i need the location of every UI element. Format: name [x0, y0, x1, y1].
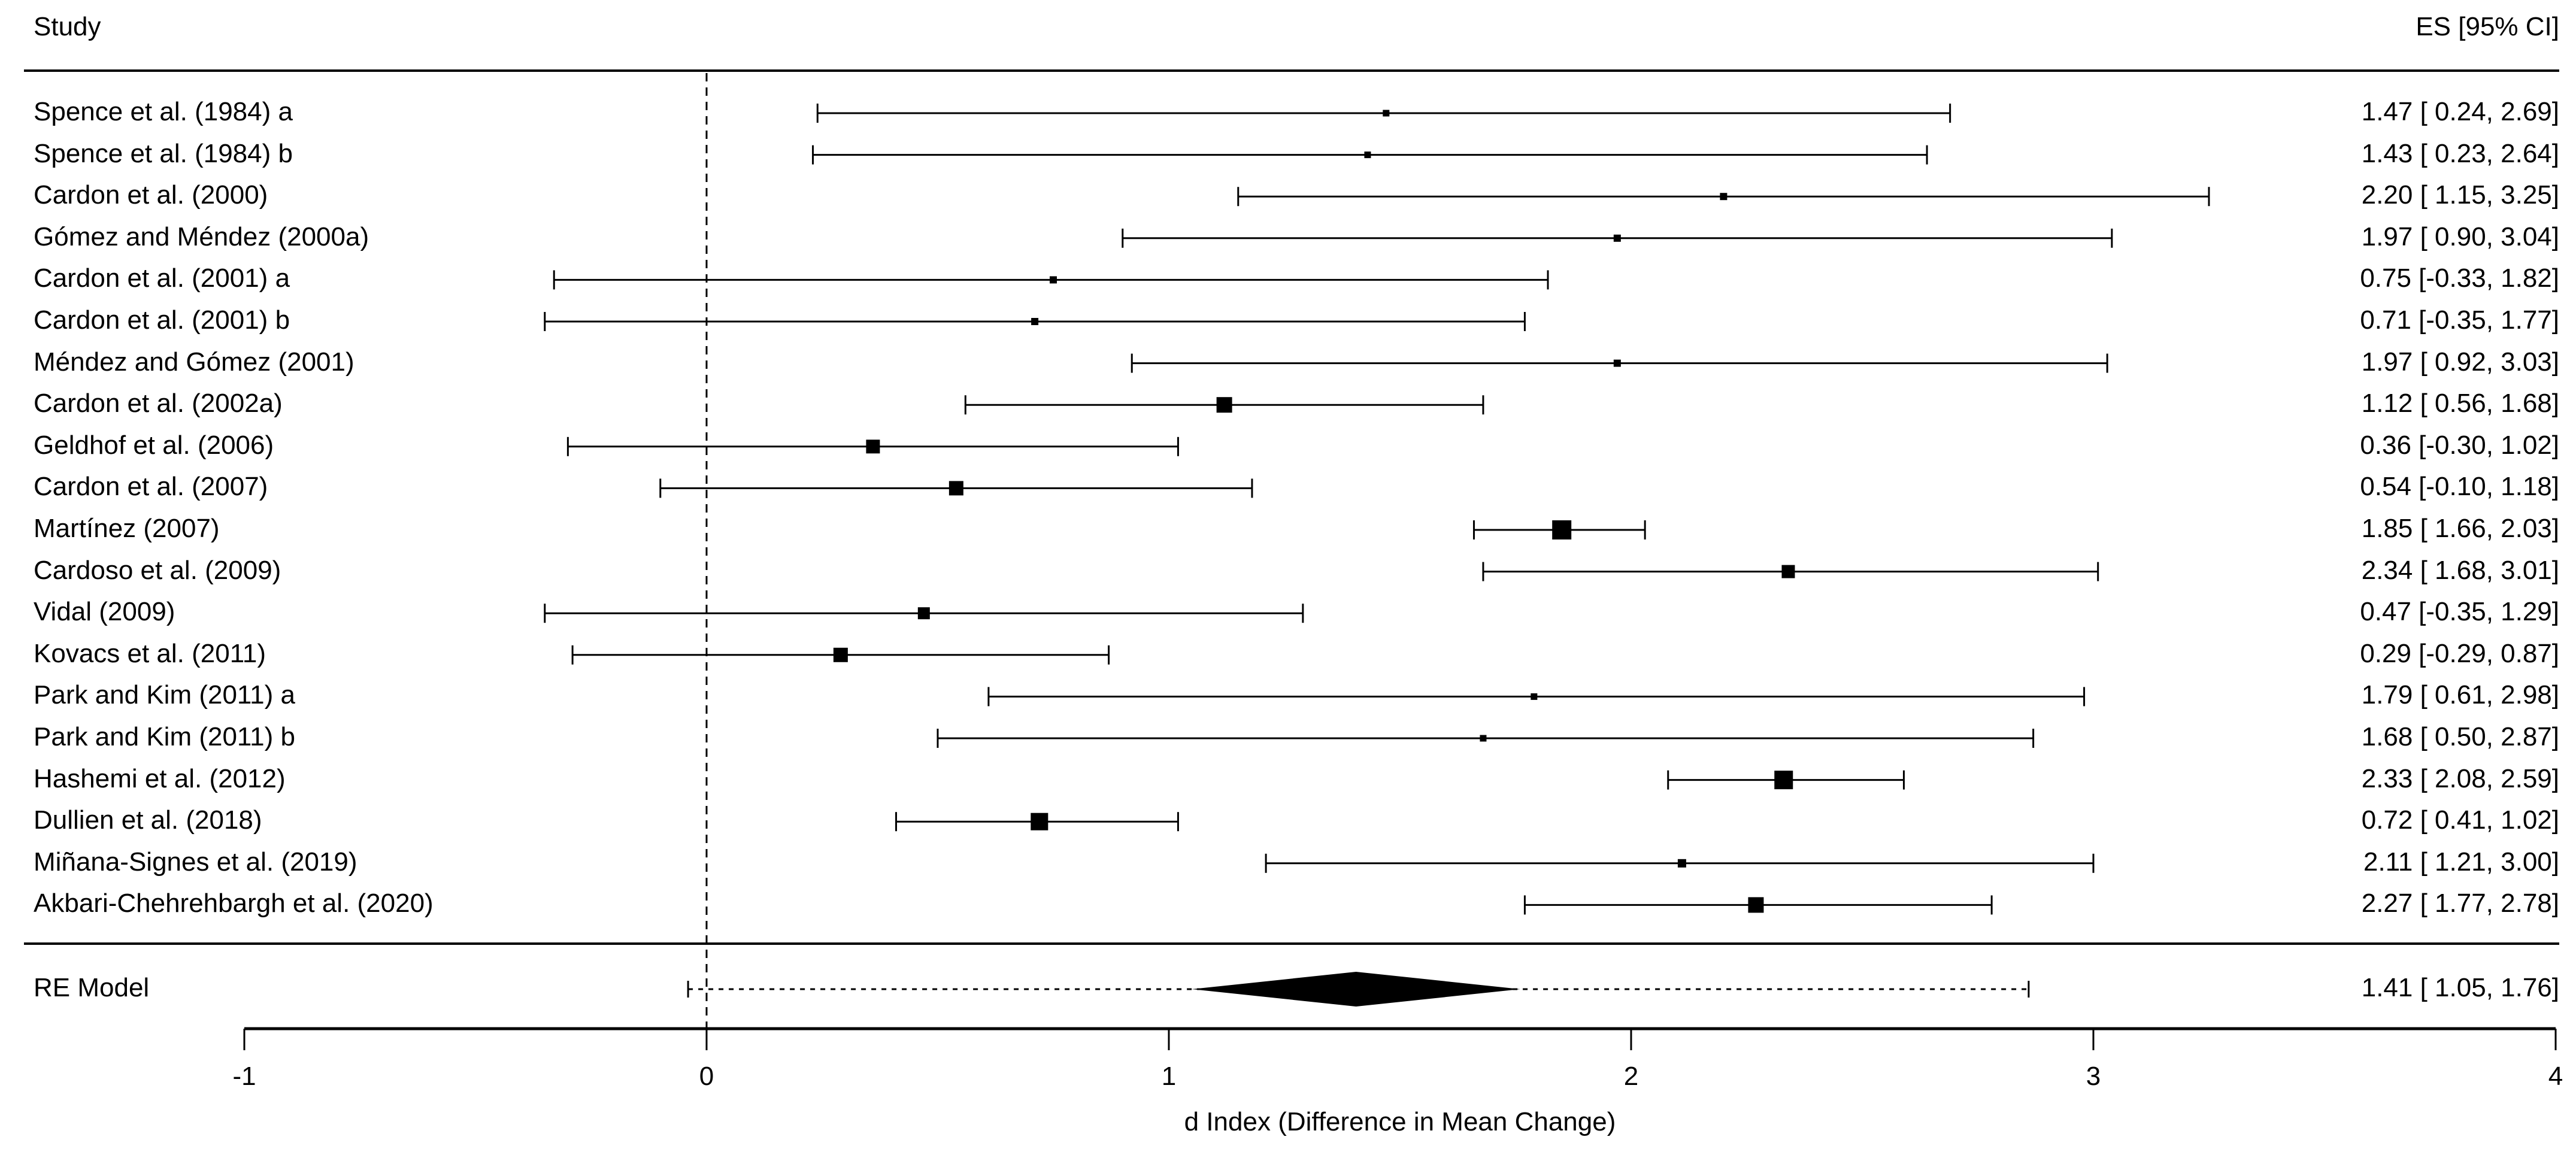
study-label: Martínez (2007) [34, 513, 220, 543]
study-label: Cardon et al. (2007) [34, 472, 268, 502]
study-label: Cardon et al. (2001) a [34, 263, 290, 293]
es-value: 1.97 [ 0.92, 3.03] [2361, 347, 2559, 377]
summary-es-value: 1.41 [ 1.05, 1.76] [2361, 972, 2559, 1002]
summary-diamond [1192, 972, 1520, 1007]
effect-marker [1216, 397, 1232, 413]
x-axis-tick-label: 2 [1623, 1061, 1639, 1091]
study-label: Park and Kim (2011) a [34, 680, 295, 710]
study-label: Dullien et al. (2018) [34, 805, 262, 835]
es-value: 1.79 [ 0.61, 2.98] [2361, 680, 2559, 710]
es-value: 0.71 [-0.35, 1.77] [2360, 305, 2559, 335]
x-axis-tick-label: 3 [2086, 1061, 2101, 1091]
effect-marker [1031, 813, 1048, 830]
es-value: 1.43 [ 0.23, 2.64] [2361, 138, 2559, 168]
es-value: 2.34 [ 1.68, 3.01] [2361, 555, 2559, 585]
x-axis-tick-label: 4 [2548, 1061, 2563, 1091]
es-value: 1.12 [ 0.56, 1.68] [2361, 389, 2559, 419]
es-value: 1.97 [ 0.90, 3.04] [2361, 222, 2559, 251]
study-label: Park and Kim (2011) b [34, 722, 295, 751]
effect-marker [1748, 897, 1764, 913]
study-label: Hashemi et al. (2012) [34, 763, 286, 793]
es-value: 2.11 [ 1.21, 3.00] [2363, 847, 2559, 877]
effect-marker [1781, 565, 1795, 578]
effect-marker [866, 439, 880, 454]
es-value: 2.20 [ 1.15, 3.25] [2361, 180, 2559, 210]
effect-marker [1050, 276, 1057, 284]
effect-marker [833, 647, 848, 662]
es-value: 0.54 [-0.10, 1.18] [2360, 472, 2559, 502]
study-label: Akbari-Chehrehbargh et al. (2020) [34, 889, 434, 919]
study-label: Kovacs et al. (2011) [34, 638, 266, 668]
study-label: Cardon et al. (2000) [34, 180, 268, 210]
es-value: 0.29 [-0.29, 0.87] [2360, 638, 2559, 668]
study-label: Cardoso et al. (2009) [34, 555, 281, 585]
summary-label: RE Model [34, 972, 150, 1002]
es-value: 0.47 [-0.35, 1.29] [2360, 597, 2559, 627]
study-label: Geldhof et al. (2006) [34, 430, 274, 460]
effect-marker [1720, 193, 1728, 201]
es-value: 1.85 [ 1.66, 2.03] [2361, 513, 2559, 543]
x-axis-title: d Index (Difference in Mean Change) [1184, 1107, 1616, 1136]
effect-marker [1552, 520, 1572, 539]
es-value: 2.27 [ 1.77, 2.78] [2361, 889, 2559, 919]
effect-marker [948, 481, 963, 496]
effect-marker [1613, 234, 1621, 242]
es-value: 0.72 [ 0.41, 1.02] [2361, 805, 2559, 835]
study-label: Miñana-Signes et al. (2019) [34, 847, 357, 877]
es-value: 1.47 [ 0.24, 2.69] [2361, 96, 2559, 126]
study-label: Gómez and Méndez (2000a) [34, 222, 369, 251]
x-axis-tick-label: -1 [232, 1061, 256, 1091]
effect-marker [1364, 151, 1371, 159]
study-label: Spence et al. (1984) a [34, 96, 293, 126]
effect-marker [1031, 318, 1039, 325]
effect-marker [1531, 693, 1538, 700]
study-label: Cardon et al. (2001) b [34, 305, 290, 335]
effect-marker [1774, 771, 1793, 790]
x-axis-tick-label: 0 [699, 1061, 714, 1091]
study-label: Spence et al. (1984) b [34, 138, 293, 168]
es-value: 2.33 [ 2.08, 2.59] [2361, 763, 2559, 793]
es-value: 1.68 [ 0.50, 2.87] [2361, 722, 2559, 751]
effect-marker [1677, 859, 1686, 868]
column-header-es: ES [95% CI] [2416, 11, 2559, 41]
x-axis-tick-label: 1 [1161, 1061, 1177, 1091]
effect-marker [917, 607, 930, 620]
study-label: Cardon et al. (2002a) [34, 389, 283, 419]
effect-marker [1613, 359, 1621, 367]
es-value: 0.36 [-0.30, 1.02] [2360, 430, 2559, 460]
study-label: Vidal (2009) [34, 597, 175, 627]
es-value: 0.75 [-0.33, 1.82] [2360, 263, 2559, 293]
effect-marker [1480, 735, 1487, 742]
effect-marker [1383, 110, 1390, 117]
study-label: Méndez and Gómez (2001) [34, 347, 354, 377]
column-header-study: Study [34, 11, 101, 41]
